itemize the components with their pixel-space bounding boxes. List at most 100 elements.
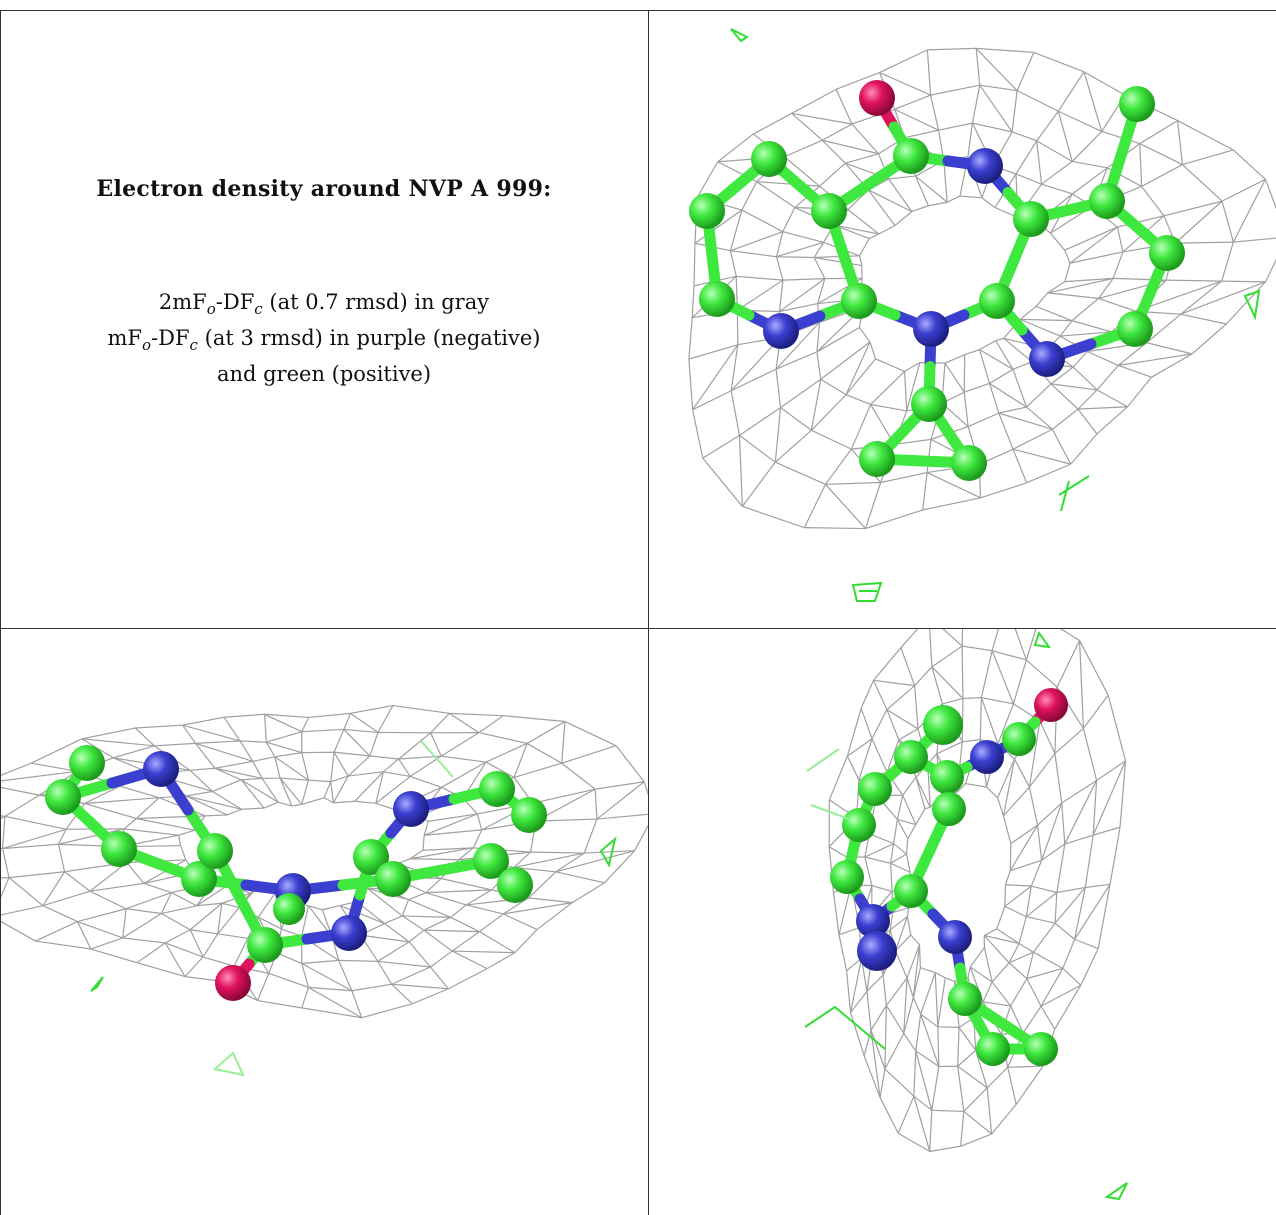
mesh-edge <box>263 801 279 809</box>
mesh-edge <box>90 937 123 950</box>
mesh-edge <box>1026 978 1042 1007</box>
mesh-edge <box>195 740 241 744</box>
mesh-edge <box>122 937 166 944</box>
mesh-edge <box>1032 922 1056 953</box>
mesh-edge <box>1092 780 1098 836</box>
mesh-edge <box>212 779 242 793</box>
mesh-edge <box>969 947 985 968</box>
mesh-edge <box>845 341 871 395</box>
mesh-edge <box>920 972 936 1015</box>
mesh-edge <box>57 844 66 872</box>
mesh-edge <box>1003 337 1033 363</box>
mesh-edge <box>988 383 1000 414</box>
mesh-edge <box>1007 1067 1017 1105</box>
mesh-edge <box>963 1110 993 1135</box>
mesh-edge <box>126 908 162 915</box>
mesh-edge <box>596 813 648 820</box>
mesh-edge <box>465 889 492 906</box>
mesh-edge <box>58 828 125 845</box>
mesh-edge <box>377 705 394 733</box>
mesh-edge <box>1 848 10 878</box>
mesh-edge <box>528 897 573 904</box>
mesh-edge <box>1052 408 1079 430</box>
mesh-edge <box>1070 433 1098 465</box>
mesh-edge <box>178 835 182 846</box>
mesh-edge <box>1014 629 1027 661</box>
mesh-edge <box>964 382 990 393</box>
carbon-atom <box>699 281 735 317</box>
mesh-edge <box>944 354 965 364</box>
mesh-edge <box>1096 365 1119 391</box>
mesh-edge <box>1221 241 1234 282</box>
mesh-edge <box>942 697 964 705</box>
mesh-edge <box>422 847 474 851</box>
mesh-edge <box>780 378 822 409</box>
mesh-edge <box>896 795 904 820</box>
mesh-edge <box>980 650 993 698</box>
mesh-edge <box>976 47 1034 53</box>
mesh-edge <box>377 961 393 985</box>
mesh-edge <box>893 843 907 855</box>
mesh-edge <box>879 1097 899 1134</box>
nitrogen-atom <box>331 915 367 951</box>
mesh-edge <box>945 977 955 982</box>
mesh-edge <box>998 406 1027 414</box>
mesh-edge <box>996 906 1006 930</box>
mesh-edge <box>430 712 450 734</box>
mesh-edge <box>223 716 241 742</box>
mesh-edge <box>383 771 411 778</box>
mesh-edge <box>991 650 1015 705</box>
mesh-edge <box>897 1132 931 1153</box>
mesh-edge <box>1072 167 1108 195</box>
mesh-edge <box>822 123 853 141</box>
oxygen-atom <box>1034 688 1068 722</box>
carbon-atom <box>842 808 876 842</box>
mesh-edge <box>979 349 1014 370</box>
mesh-edge <box>978 349 991 384</box>
mesh-edge <box>1025 629 1037 661</box>
mesh-edge <box>1004 884 1007 907</box>
mesh-edge <box>845 970 852 1013</box>
mesh-edge <box>161 913 191 931</box>
mesh-edge <box>931 666 943 704</box>
mesh-edge <box>997 758 1016 799</box>
mesh-edge <box>1096 760 1126 781</box>
mesh-edge <box>927 47 977 51</box>
mesh-edge <box>944 362 965 393</box>
mesh-edge <box>301 987 310 1009</box>
mesh-edge <box>930 84 980 96</box>
mesh-edge <box>123 828 179 836</box>
carbon-atom <box>181 861 217 897</box>
mesh-edge <box>1037 802 1063 826</box>
mesh-edge <box>555 871 605 884</box>
mesh-edge <box>257 892 276 918</box>
mesh-edge <box>775 321 821 370</box>
mesh-edge <box>429 966 449 990</box>
carbon-atom <box>859 441 895 477</box>
mesh-edge <box>596 781 645 820</box>
mesh-edge <box>308 712 351 719</box>
mesh-edge <box>980 697 999 745</box>
mesh-edge <box>983 928 998 937</box>
mesh-edge <box>782 278 825 281</box>
mesh-edge <box>1 816 6 849</box>
mesh-edge <box>1026 406 1053 430</box>
mesh-edge <box>1011 131 1037 142</box>
mesh-edge <box>1117 215 1165 228</box>
mesh-edge <box>946 195 961 203</box>
mesh-edge <box>1118 364 1152 378</box>
front-atoms <box>689 80 1185 481</box>
mesh-edge <box>742 505 805 529</box>
mesh-edge <box>980 482 1027 499</box>
mesh-edge <box>350 712 379 733</box>
mesh-edge <box>274 752 302 758</box>
mesh-edge <box>870 1030 881 1098</box>
mesh-edge <box>1036 140 1043 185</box>
mesh-edge <box>369 732 379 757</box>
mesh-edge <box>894 950 908 979</box>
mesh-edge <box>1036 110 1059 142</box>
mesh-edge <box>1012 428 1053 450</box>
mesh-edge <box>185 795 228 816</box>
mesh-edge <box>741 209 784 233</box>
mesh-edge <box>846 958 862 972</box>
